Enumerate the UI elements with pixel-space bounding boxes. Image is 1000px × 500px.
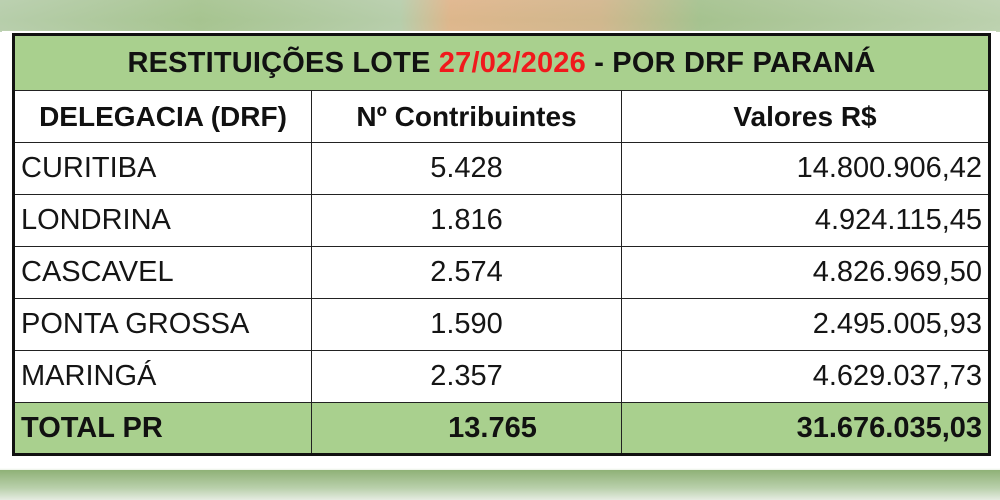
cell-valor: 4.629.037,73 (620, 350, 991, 403)
table-row: PONTA GROSSA 1.590 2.495.005,93 (13, 298, 991, 351)
column-header-valores: Valores R$ (620, 90, 991, 143)
cell-drf: LONDRINA (13, 194, 312, 247)
title-prefix: RESTITUIÇÕES LOTE (127, 46, 439, 79)
cell-contribuintes: 1.590 (311, 298, 622, 351)
cell-contribuintes: 2.574 (311, 246, 622, 299)
cell-drf: PONTA GROSSA (13, 298, 312, 351)
table-row: CASCAVEL 2.574 4.826.969,50 (13, 246, 991, 299)
cell-valor: 4.826.969,50 (620, 246, 991, 299)
cell-valor: 4.924.115,45 (620, 194, 991, 247)
total-label: TOTAL PR (13, 402, 312, 455)
restituicoes-table: RESTITUIÇÕES LOTE 27/02/2026 - POR DRF P… (12, 33, 992, 456)
total-valor: 31.676.035,03 (620, 402, 991, 455)
background-bottom (0, 470, 1000, 500)
table-title-row: RESTITUIÇÕES LOTE 27/02/2026 - POR DRF P… (12, 34, 991, 91)
background-top (0, 0, 1000, 32)
cell-contribuintes: 2.357 (311, 350, 622, 403)
column-header-contribuintes: Nº Contribuintes (311, 90, 622, 143)
cell-drf: CASCAVEL (13, 246, 312, 299)
cell-drf: MARINGÁ (13, 350, 312, 403)
table-row: CURITIBA 5.428 14.800.906,42 (13, 142, 991, 195)
cell-valor: 14.800.906,42 (620, 142, 991, 195)
table-title: RESTITUIÇÕES LOTE 27/02/2026 - POR DRF P… (12, 34, 991, 91)
title-suffix: - POR DRF PARANÁ (585, 46, 876, 79)
title-date: 27/02/2026 (438, 46, 586, 79)
total-contribuintes: 13.765 (311, 402, 622, 455)
table-row: MARINGÁ 2.357 4.629.037,73 (13, 350, 991, 403)
header-row: DELEGACIA (DRF) Nº Contribuintes Valores… (13, 90, 991, 143)
cell-drf: CURITIBA (13, 142, 312, 195)
cell-contribuintes: 1.816 (311, 194, 622, 247)
total-row: TOTAL PR 13.765 31.676.035,03 (13, 402, 991, 455)
column-header-delegacia: DELEGACIA (DRF) (13, 90, 312, 143)
table-row: LONDRINA 1.816 4.924.115,45 (13, 194, 991, 247)
cell-contribuintes: 5.428 (311, 142, 622, 195)
cell-valor: 2.495.005,93 (620, 298, 991, 351)
